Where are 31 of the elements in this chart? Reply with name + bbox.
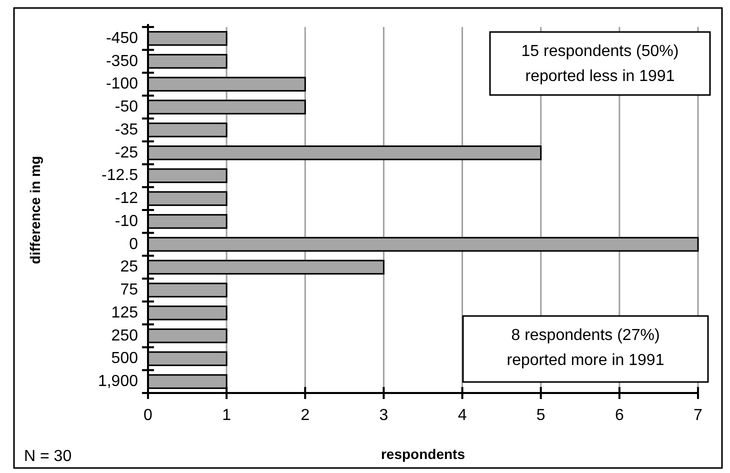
y-tick-label: -12.5 xyxy=(102,167,138,184)
y-tick-label: 25 xyxy=(120,258,138,276)
annotation: 15 respondents (50%) reported less in 1991 xyxy=(521,43,679,85)
x-tick-label: 4 xyxy=(458,407,467,424)
x-tick-label: 1 xyxy=(222,407,232,424)
y-tick-label: -450 xyxy=(106,30,138,47)
y-axis-title: difference in mg xyxy=(27,156,43,264)
y-tick-label: 500 xyxy=(111,350,138,368)
y-tick-label: -35 xyxy=(114,121,138,138)
y-tick-label: -10 xyxy=(114,212,138,230)
y-tick-label: 1,900 xyxy=(98,373,138,390)
y-tick-label: -12 xyxy=(114,190,138,208)
y-tick-label: 75 xyxy=(120,282,138,299)
x-tick-label: 6 xyxy=(614,407,624,424)
text-box: 15 respondents (50%) reported less in 1991 xyxy=(489,31,711,96)
y-tick-label: -50 xyxy=(114,98,138,116)
x-tick-label: 7 xyxy=(694,407,703,424)
text-box: 8 respondents (27%) reported more in 1991 xyxy=(462,315,709,383)
x-tick-label: 2 xyxy=(300,407,310,424)
annotation: 8 respondents (27%) reported more in 1991 xyxy=(506,327,664,369)
y-tick-label: 125 xyxy=(111,304,138,322)
x-tick-label: 0 xyxy=(144,407,153,424)
x-tick-label: 3 xyxy=(379,407,388,424)
y-tick-label: -25 xyxy=(114,144,138,162)
text: N = 30 xyxy=(24,448,72,465)
y-tick-label: -100 xyxy=(106,76,138,93)
x-tick-label: 5 xyxy=(536,407,546,424)
y-tick-label: -350 xyxy=(106,52,138,70)
y-tick-label: 250 xyxy=(111,327,138,344)
x-axis-title: respondents xyxy=(380,446,466,462)
y-tick-label: 0 xyxy=(129,236,138,253)
